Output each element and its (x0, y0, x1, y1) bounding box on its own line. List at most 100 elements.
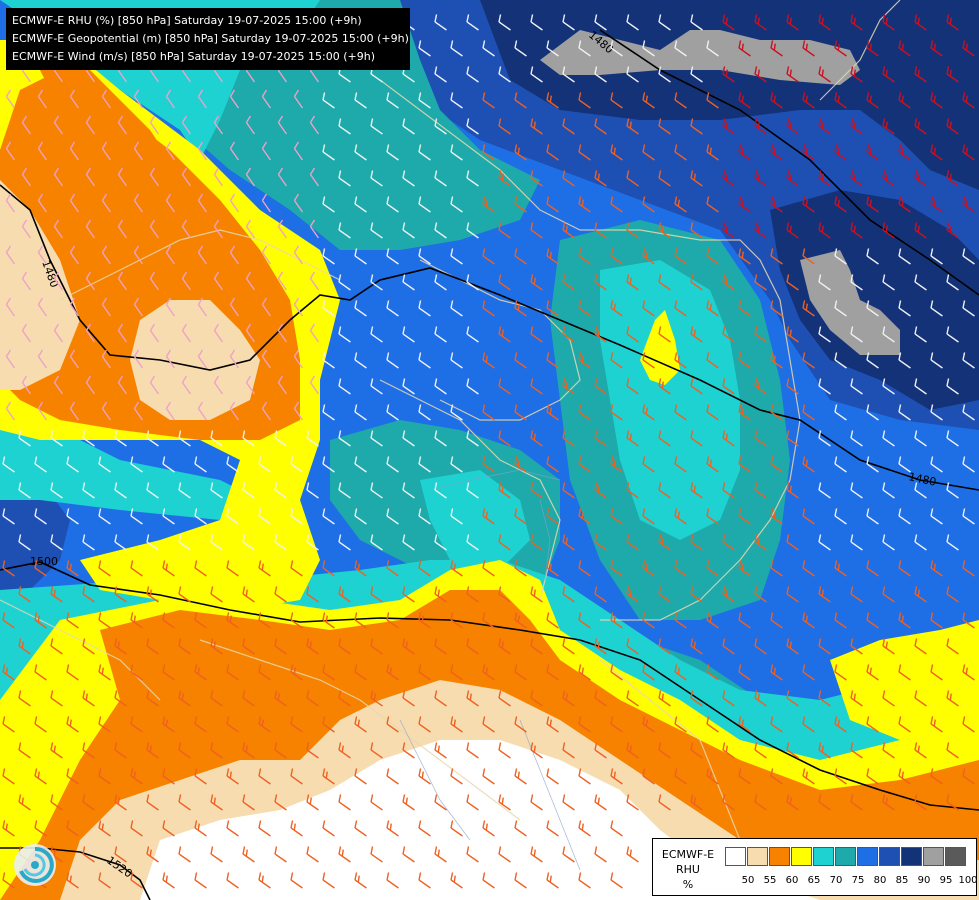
wind-barb-icon (146, 742, 159, 759)
wind-barb-icon (626, 170, 639, 187)
wind-barb-icon (962, 92, 975, 109)
wind-barb-icon (309, 219, 320, 239)
wind-barb-icon (229, 193, 240, 213)
wind-barb-icon (882, 66, 895, 83)
wind-barb-icon (213, 115, 224, 135)
wind-barb-icon (450, 92, 463, 109)
wind-barb-icon (786, 378, 799, 395)
wind-barb-icon (178, 742, 191, 759)
wind-barb-icon (370, 794, 383, 811)
wind-barb-icon (962, 508, 975, 525)
wind-barb-icon (130, 664, 143, 681)
wind-barb-icon (706, 716, 719, 733)
wind-barb-icon (530, 638, 543, 655)
wind-barb-icon (946, 14, 959, 31)
wind-barb-icon (418, 508, 431, 525)
wind-barb-icon (133, 89, 144, 109)
wind-barb-icon (146, 638, 159, 655)
legend: ECMWF-E RHU % 50 55 60 65 70 75 80 85 90 95 100 (652, 838, 978, 896)
wind-barb-icon (706, 40, 719, 57)
wind-barb-icon (322, 352, 335, 369)
wind-barb-icon (466, 274, 479, 291)
wind-barb-icon (498, 482, 511, 499)
wind-barb-icon (802, 40, 815, 57)
wind-barb-icon (213, 271, 224, 291)
wind-barb-icon (18, 534, 31, 551)
wind-barb-icon (98, 456, 111, 473)
wind-barb-icon (386, 820, 399, 837)
wind-barb-icon (626, 14, 639, 31)
wind-barb-icon (786, 690, 799, 707)
wind-barb-icon (610, 612, 623, 629)
wind-barb-icon (690, 794, 703, 811)
wind-barb-icon (66, 508, 79, 525)
wind-barb-icon (322, 196, 335, 213)
wind-barb-icon (226, 664, 239, 681)
wind-barb-icon (786, 742, 799, 759)
wind-barb-icon (930, 768, 943, 785)
wind-barb-icon (674, 768, 687, 785)
wind-barb-icon (274, 638, 287, 655)
wind-barb-icon (418, 404, 431, 421)
wind-barb-icon (69, 297, 80, 317)
wind-barb-icon (418, 872, 431, 889)
wind-barb-icon (866, 404, 879, 421)
wind-barb-icon (482, 352, 495, 369)
wind-barb-icon (354, 92, 367, 109)
wind-barb-icon (274, 586, 287, 603)
legend-swatch (923, 847, 944, 866)
wind-barb-icon (498, 274, 511, 291)
wind-barb-icon (450, 248, 463, 265)
wind-barb-icon (546, 40, 559, 57)
wind-barb-icon (498, 378, 511, 395)
wind-barb-icon (34, 612, 47, 629)
wind-barb-icon (482, 456, 495, 473)
wind-barb-icon (914, 534, 927, 551)
wind-barb-icon (2, 664, 15, 681)
wind-barb-icon (258, 716, 271, 733)
wind-barb-icon (498, 794, 511, 811)
wind-barb-icon (418, 664, 431, 681)
wind-barb-icon (322, 872, 335, 889)
wind-barb-icon (98, 716, 111, 733)
wind-barb-icon (338, 378, 351, 395)
wind-barb-icon (914, 742, 927, 759)
wind-barb-icon (754, 222, 767, 239)
wind-barb-icon (610, 456, 623, 473)
wind-barb-icon (962, 248, 975, 265)
wind-barb-icon (850, 170, 863, 187)
wind-barb-icon (722, 430, 735, 447)
wind-barb-icon (658, 118, 671, 135)
wind-barb-icon (578, 560, 591, 577)
wind-barb-icon (786, 534, 799, 551)
wind-barb-icon (194, 872, 207, 889)
wind-barb-icon (242, 638, 255, 655)
wind-barb-icon (674, 300, 687, 317)
wind-barb-icon (114, 586, 127, 603)
legend-tick-label: 85 (895, 875, 909, 886)
wind-barb-icon (293, 141, 304, 161)
wind-barb-icon (197, 297, 208, 317)
wind-barb-icon (18, 638, 31, 655)
wind-barb-icon (834, 612, 847, 629)
wind-barb-icon (962, 352, 975, 369)
wind-barb-icon (354, 508, 367, 525)
legend-tick-label: 95 (939, 875, 953, 886)
wind-barb-icon (674, 248, 687, 265)
wind-barb-icon (482, 404, 495, 421)
wind-barb-icon (818, 326, 831, 343)
wind-barb-icon (930, 92, 943, 109)
wind-barb-icon (338, 586, 351, 603)
wind-barb-icon (165, 245, 176, 265)
wind-barb-icon (514, 300, 527, 317)
wind-barb-icon (210, 742, 223, 759)
wind-barb-icon (722, 274, 735, 291)
wind-barb-icon (165, 297, 176, 317)
wind-barb-icon (226, 508, 239, 525)
wind-barb-icon (514, 196, 527, 213)
wind-barb-icon (162, 768, 175, 785)
wind-barb-icon (786, 66, 799, 83)
wind-barb-icon (914, 794, 927, 811)
wind-barb-icon (434, 742, 447, 759)
wind-barb-icon (402, 586, 415, 603)
